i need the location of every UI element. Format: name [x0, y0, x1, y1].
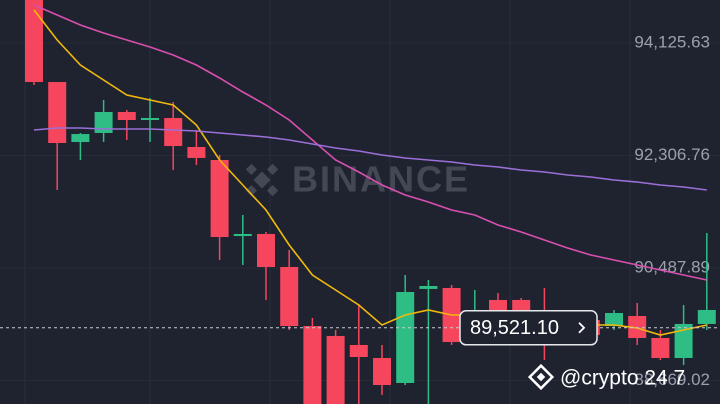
candle-body [210, 160, 229, 238]
candle-body [628, 315, 647, 339]
candle-body [25, 0, 43, 83]
candle-body [187, 147, 206, 158]
candle-body [651, 338, 670, 358]
candle-body [349, 344, 368, 357]
price-label: 89,521.10 [470, 317, 559, 339]
candle-body [94, 112, 113, 133]
price-line-group: 89,521.10 [0, 310, 720, 346]
candle-body [48, 82, 67, 143]
y-tick-label: 94,125.63 [634, 32, 710, 51]
candle-body [257, 233, 275, 268]
price-label-box [459, 310, 598, 346]
candle-body [233, 233, 252, 237]
candle-body [605, 313, 623, 327]
y-tick-label: 88,669.02 [634, 370, 710, 389]
candle-body [674, 323, 693, 358]
candle-body [419, 285, 438, 289]
y-tick-label: 90,487.89 [634, 257, 710, 276]
ma-line [33, 127, 707, 191]
candle-body [117, 112, 136, 120]
candle-body [303, 326, 322, 404]
ma-line [33, 4, 707, 281]
candle-body [326, 335, 345, 404]
y-tick-label: 92,306.76 [634, 145, 710, 164]
candle-body [71, 134, 90, 143]
candle-body [396, 291, 415, 383]
price-chevron [578, 322, 586, 334]
handle-text: @crypto 24 7 [560, 367, 685, 390]
y-axis: 94,125.63 92,306.76 90,487.89 88,669.02 [0, 32, 720, 389]
candle-body [141, 118, 159, 120]
candle-body [373, 357, 391, 386]
watermark-text: BINANCE [292, 159, 470, 200]
grid [24, 0, 631, 404]
candle-body [280, 267, 299, 327]
candle-body [697, 309, 716, 324]
candle-body [164, 118, 183, 147]
